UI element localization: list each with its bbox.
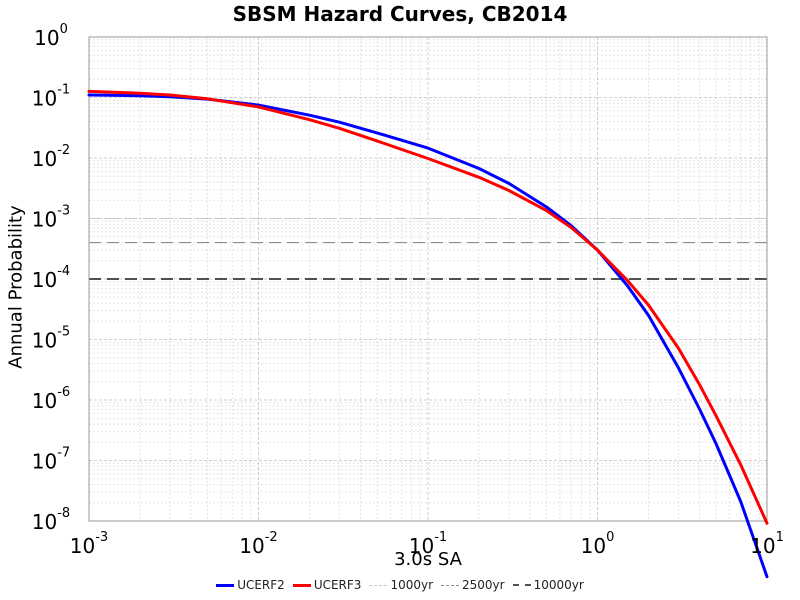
y-tick-label: 10-4 — [32, 264, 70, 292]
chart-title: SBSM Hazard Curves, CB2014 — [232, 2, 568, 26]
legend-swatch-10000yr — [512, 584, 531, 586]
legend-item-1000yr: 1000yr — [369, 578, 433, 592]
y-tick-label: 10-7 — [32, 446, 70, 474]
legend-item-2500yr: 2500yr — [441, 578, 505, 592]
y-tick-label: 10-3 — [32, 204, 70, 232]
legend-label-2500yr: 2500yr — [462, 578, 505, 592]
legend-label-ucerf3: UCERF3 — [313, 578, 362, 592]
legend-swatch-1000yr — [369, 584, 388, 586]
x-tick-label: 10-3 — [70, 530, 108, 558]
legend-label-10000yr: 10000yr — [533, 578, 584, 592]
y-axis-label: Annual Probability — [5, 205, 27, 369]
y-tick-label: 10-1 — [32, 83, 70, 111]
legend-swatch-ucerf3 — [292, 583, 311, 587]
legend-swatch-2500yr — [441, 584, 460, 586]
legend-item-ucerf3: UCERF3 — [292, 578, 362, 592]
legend-label-1000yr: 1000yr — [390, 578, 434, 592]
y-tick-label: 100 — [34, 22, 68, 50]
x-tick-label: 101 — [750, 530, 784, 558]
legend-item-ucerf2: UCERF2 — [216, 578, 285, 592]
x-tick-label: 10-2 — [239, 530, 277, 558]
x-axis-label: 3.0s SA — [394, 549, 462, 570]
legend-swatch-ucerf2 — [216, 583, 235, 587]
y-tick-label: 10-8 — [32, 506, 70, 534]
y-tick-label: 10-2 — [32, 143, 70, 171]
legend: UCERF2 UCERF3 1000yr 2500yr 10000yr — [0, 578, 800, 592]
plot-frame — [88, 36, 768, 522]
x-tick-label: 10-1 — [409, 530, 447, 558]
legend-label-ucerf2: UCERF2 — [237, 578, 285, 592]
series-line-UCERF3 — [87, 89, 769, 525]
x-tick-label: 100 — [581, 530, 615, 558]
legend-item-10000yr: 10000yr — [512, 578, 584, 592]
y-tick-label: 10-5 — [32, 325, 70, 353]
y-tick-label: 10-6 — [32, 385, 70, 413]
